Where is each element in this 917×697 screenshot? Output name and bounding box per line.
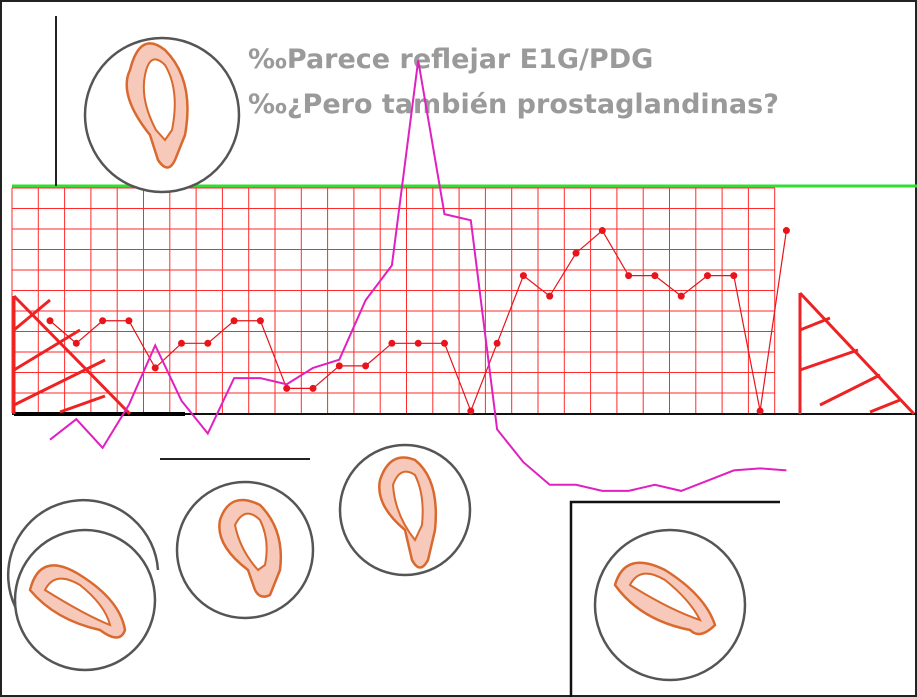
hatch-left — [14, 296, 130, 414]
point — [704, 272, 711, 279]
point — [47, 317, 54, 324]
point — [678, 293, 685, 300]
point — [125, 317, 132, 324]
series-line — [50, 231, 786, 411]
point — [573, 250, 580, 257]
point — [520, 272, 527, 279]
point — [99, 317, 106, 324]
point — [257, 317, 264, 324]
point — [231, 317, 238, 324]
point — [441, 340, 448, 347]
point — [152, 364, 159, 371]
chart: ‰Parece reflejar E1G/PDG ‰¿Pero también … — [0, 0, 917, 697]
uterus-icon — [85, 38, 239, 192]
point — [467, 407, 474, 414]
caption: ‰¿Pero también prostaglandinas? — [248, 89, 779, 120]
point — [783, 227, 790, 234]
uterus-icon — [595, 530, 745, 680]
point — [283, 385, 290, 392]
point — [757, 407, 764, 414]
uterus-icon — [8, 500, 158, 670]
point — [178, 340, 185, 347]
uterus-icon — [340, 445, 470, 575]
point — [415, 340, 422, 347]
hatch-right — [800, 293, 914, 414]
point — [336, 362, 343, 369]
grid — [12, 188, 775, 414]
point — [546, 293, 553, 300]
point — [362, 362, 369, 369]
caption: ‰Parece reflejar E1G/PDG — [248, 44, 653, 75]
point — [204, 340, 211, 347]
point — [310, 385, 317, 392]
slide: ‰Parece reflejar E1G/PDG ‰¿Pero también … — [0, 0, 917, 697]
point — [388, 340, 395, 347]
point — [730, 272, 737, 279]
point — [494, 340, 501, 347]
point — [651, 272, 658, 279]
point — [73, 340, 80, 347]
point — [599, 227, 606, 234]
uterus-icon — [177, 482, 313, 618]
point — [625, 272, 632, 279]
